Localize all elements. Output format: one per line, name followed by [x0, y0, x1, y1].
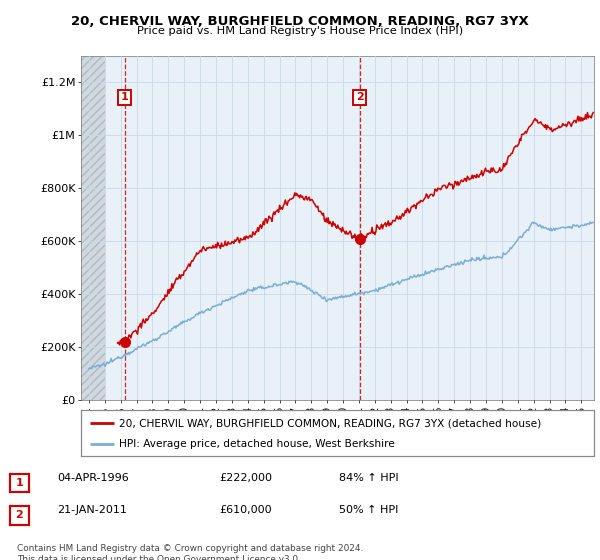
- Text: 20, CHERVIL WAY, BURGHFIELD COMMON, READING, RG7 3YX (detached house): 20, CHERVIL WAY, BURGHFIELD COMMON, READ…: [119, 418, 542, 428]
- Text: 04-APR-1996: 04-APR-1996: [57, 473, 129, 483]
- Text: 2: 2: [356, 92, 364, 102]
- Text: £222,000: £222,000: [219, 473, 272, 483]
- Bar: [81, 56, 105, 400]
- Text: HPI: Average price, detached house, West Berkshire: HPI: Average price, detached house, West…: [119, 440, 395, 450]
- Text: 20, CHERVIL WAY, BURGHFIELD COMMON, READING, RG7 3YX: 20, CHERVIL WAY, BURGHFIELD COMMON, READ…: [71, 15, 529, 27]
- Text: 50% ↑ HPI: 50% ↑ HPI: [339, 505, 398, 515]
- Text: Price paid vs. HM Land Registry's House Price Index (HPI): Price paid vs. HM Land Registry's House …: [137, 26, 463, 36]
- Text: 21-JAN-2011: 21-JAN-2011: [57, 505, 127, 515]
- Text: 1: 1: [16, 478, 23, 488]
- Text: 84% ↑ HPI: 84% ↑ HPI: [339, 473, 398, 483]
- Text: Contains HM Land Registry data © Crown copyright and database right 2024.
This d: Contains HM Land Registry data © Crown c…: [17, 544, 363, 560]
- Text: 1: 1: [121, 92, 128, 102]
- Text: £610,000: £610,000: [219, 505, 272, 515]
- Text: 2: 2: [16, 511, 23, 520]
